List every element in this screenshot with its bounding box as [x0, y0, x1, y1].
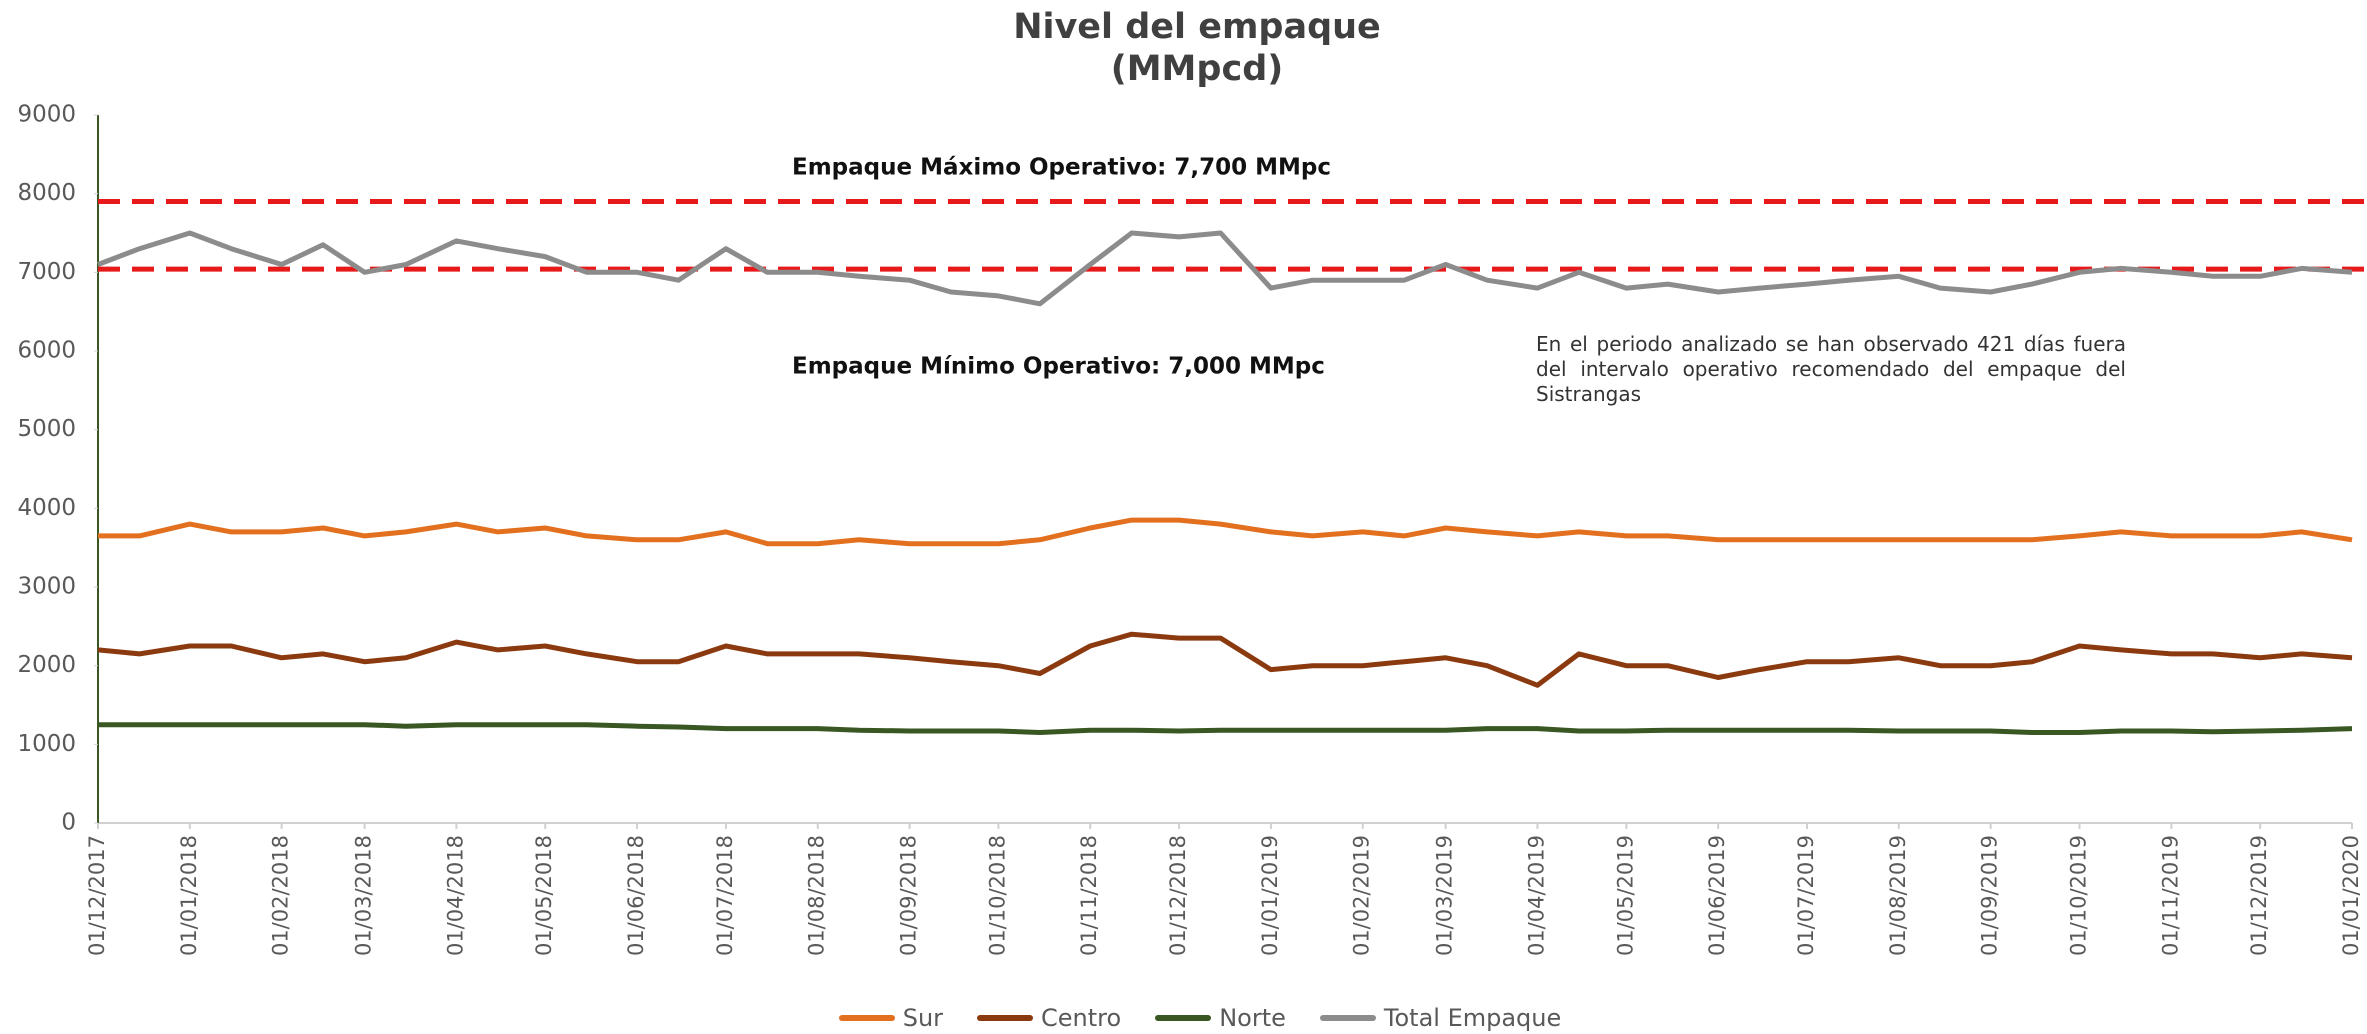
x-tick-label: 01/05/2019: [1613, 835, 1637, 956]
annotation: En el periodo analizado se han observado…: [1536, 332, 2126, 407]
x-tick-label: 01/06/2018: [624, 835, 648, 956]
x-tick-label: 01/12/2017: [85, 835, 109, 956]
page: Nivel del empaque (MMpcd) Empaque Máximo…: [0, 0, 2367, 1034]
legend-label: Sur: [903, 1004, 943, 1032]
x-tick-label: 01/08/2019: [1886, 835, 1910, 956]
legend-swatch: [1155, 1015, 1211, 1021]
series-line: [98, 634, 2352, 685]
x-tick-label: 01/07/2019: [1794, 835, 1818, 956]
y-tick-label: 5000: [17, 416, 76, 442]
x-tick-label: 01/01/2019: [1258, 835, 1282, 956]
x-tick-label: 01/12/2018: [1166, 835, 1190, 956]
series-line: [98, 725, 2352, 733]
series-line: [98, 520, 2352, 544]
legend-swatch: [839, 1015, 895, 1021]
x-tick-label: 01/01/2020: [2339, 835, 2363, 956]
chart: Nivel del empaque (MMpcd) Empaque Máximo…: [0, 0, 2367, 1034]
y-tick-label: 7000: [17, 259, 76, 285]
legend: Sur Centro Norte Total Empaque: [0, 1004, 2367, 1032]
x-tick-label: 01/06/2019: [1705, 835, 1729, 956]
y-tick-label: 6000: [17, 338, 76, 364]
y-tick-label: 3000: [17, 574, 76, 600]
x-tick-label: 01/11/2018: [1077, 835, 1101, 956]
legend-swatch: [1320, 1015, 1376, 1021]
x-tick-label: 01/12/2019: [2247, 835, 2271, 956]
x-tick-label: 01/02/2018: [269, 835, 293, 956]
legend-item: Norte: [1155, 1004, 1286, 1032]
legend-label: Centro: [1041, 1004, 1121, 1032]
x-tick-label: 01/10/2018: [985, 835, 1009, 956]
x-tick-label: 01/04/2019: [1524, 835, 1548, 956]
x-tick-label: 01/11/2019: [2158, 835, 2182, 956]
x-tick-label: 01/08/2018: [805, 835, 829, 956]
x-tick-label: 01/03/2018: [352, 835, 376, 956]
y-tick-label: 1000: [17, 731, 76, 757]
annotation: Empaque Mínimo Operativo: 7,000 MMpc: [792, 354, 1325, 380]
chart-title: Nivel del empaque: [1013, 7, 1381, 47]
legend-label: Total Empaque: [1384, 1004, 1561, 1032]
x-tick-label: 01/01/2018: [177, 835, 201, 956]
legend-item: Centro: [977, 1004, 1121, 1032]
annotation: Empaque Máximo Operativo: 7,700 MMpc: [792, 155, 1331, 181]
legend-label: Norte: [1219, 1004, 1286, 1032]
legend-swatch: [977, 1015, 1033, 1021]
x-tick-label: 01/10/2019: [2067, 835, 2091, 956]
x-tick-label: 01/02/2019: [1350, 835, 1374, 956]
legend-item: Total Empaque: [1320, 1004, 1561, 1032]
y-tick-label: 2000: [17, 652, 76, 678]
y-tick-label: 4000: [17, 495, 76, 521]
x-tick-label: 01/09/2018: [897, 835, 921, 956]
x-tick-label: 01/03/2019: [1433, 835, 1457, 956]
y-tick-label: 0: [61, 810, 76, 836]
chart-subtitle: (MMpcd): [1111, 49, 1284, 89]
x-tick-label: 01/07/2018: [713, 835, 737, 956]
x-tick-label: 01/05/2018: [532, 835, 556, 956]
y-tick-label: 9000: [17, 102, 76, 128]
x-tick-label: 01/09/2019: [1978, 835, 2002, 956]
legend-item: Sur: [839, 1004, 943, 1032]
x-tick-label: 01/04/2018: [443, 835, 467, 956]
y-tick-label: 8000: [17, 180, 76, 206]
